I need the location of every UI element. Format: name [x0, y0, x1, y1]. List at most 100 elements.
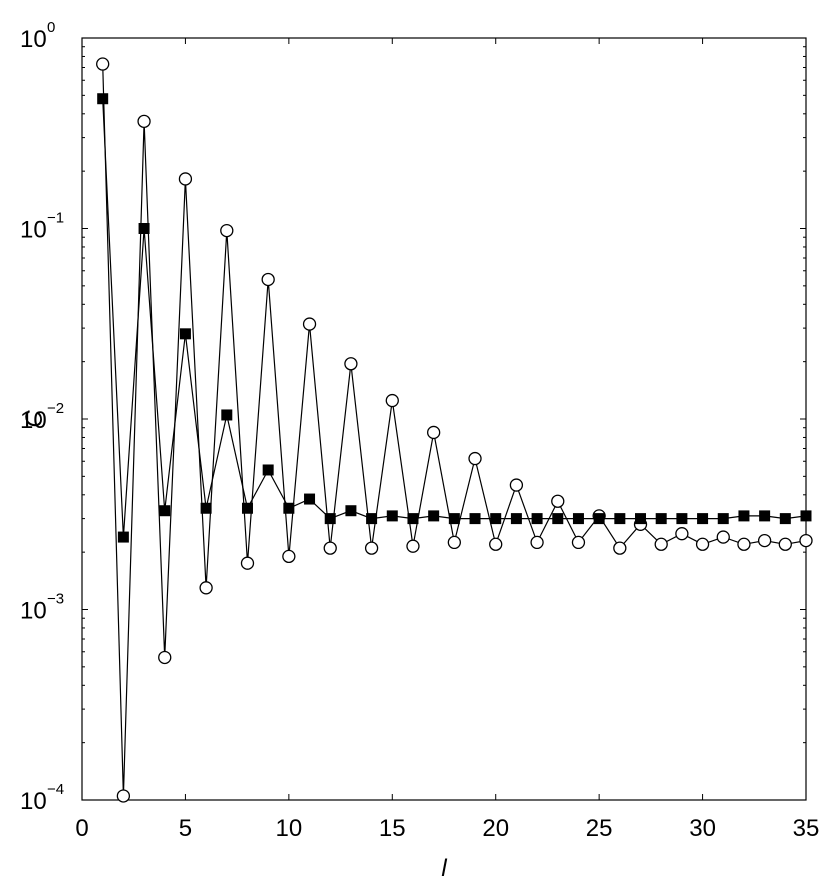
y-tick-base: 10	[20, 26, 47, 53]
data-point-circle	[240, 556, 255, 570]
y-tick-label: 10 −1	[20, 210, 64, 244]
x-tick-label: 25	[586, 815, 613, 842]
data-point-circle	[302, 317, 317, 331]
data-point-square	[531, 513, 543, 525]
y-tick-label: 10 −2	[20, 400, 64, 434]
data-point-circle	[220, 223, 234, 238]
series-line-1	[102, 98, 807, 538]
data-point-circle	[447, 535, 461, 550]
tick-marks	[81, 37, 807, 801]
series-lines	[102, 63, 807, 797]
data-point-circle	[757, 533, 772, 548]
data-point-square	[510, 513, 522, 525]
data-point-circle	[364, 541, 379, 555]
data-point-circle	[509, 478, 524, 492]
data-point-square	[221, 409, 233, 421]
data-point-circle	[323, 541, 337, 555]
data-point-circle	[427, 425, 441, 440]
data-point-circle	[695, 537, 710, 551]
data-point-circle	[675, 527, 689, 541]
data-point-square	[759, 510, 771, 522]
series-markers	[96, 57, 813, 803]
data-point-square	[614, 513, 626, 525]
y-tick-base: 10	[20, 598, 47, 625]
data-point-square	[469, 513, 481, 525]
data-point-square	[635, 513, 647, 525]
data-point-square	[283, 502, 295, 514]
data-point-square	[738, 510, 750, 522]
data-point-square	[97, 93, 109, 105]
data-point-circle	[716, 530, 730, 544]
x-tick-labels: 0 5 10 15 20 25 30 35	[75, 815, 819, 842]
data-point-square	[676, 513, 688, 525]
data-point-square	[428, 510, 440, 522]
y-tick-label: 10 −4	[20, 781, 64, 815]
data-point-square	[593, 513, 605, 525]
x-tick-label: 5	[179, 815, 192, 842]
y-tick-base: 10	[20, 788, 47, 815]
data-point-circle	[178, 172, 193, 186]
y-axis-label: C	[21, 410, 48, 428]
data-point-square	[779, 513, 791, 525]
y-tick-exponent: −3	[47, 591, 64, 608]
y-tick-label: 10 −3	[20, 591, 64, 625]
data-point-square	[262, 464, 274, 476]
data-point-square	[138, 223, 150, 234]
data-point-square	[200, 502, 212, 514]
plot-frame	[81, 37, 807, 801]
data-point-circle	[468, 451, 482, 466]
data-point-square	[386, 510, 398, 522]
data-point-circle	[489, 537, 503, 551]
x-tick-label: 15	[379, 815, 406, 842]
y-tick-exponent: −2	[47, 400, 64, 417]
x-tick-label: 0	[75, 815, 88, 842]
data-point-circle	[199, 581, 213, 595]
y-tick-exponent: 0	[47, 19, 55, 36]
data-point-circle	[137, 114, 151, 129]
data-point-square	[552, 513, 564, 525]
data-point-circle	[96, 57, 110, 71]
data-point-square	[717, 513, 729, 525]
data-point-square	[800, 510, 812, 522]
data-point-square	[407, 513, 419, 525]
data-point-circle	[158, 650, 172, 665]
series-line-0	[102, 63, 807, 797]
data-point-circle	[654, 537, 668, 551]
data-point-square	[304, 493, 316, 505]
data-point-circle	[613, 541, 627, 555]
data-point-circle	[116, 789, 131, 803]
data-point-square	[324, 513, 336, 525]
x-tick-label: 10	[276, 815, 303, 842]
x-tick-label: 20	[482, 815, 509, 842]
data-point-square	[345, 505, 357, 517]
data-point-circle	[261, 272, 275, 287]
x-tick-label: 30	[689, 815, 716, 842]
data-point-square	[697, 513, 709, 525]
y-tick-base: 10	[20, 407, 47, 434]
data-point-circle	[406, 539, 420, 553]
data-point-square	[572, 513, 584, 525]
data-point-circle	[385, 393, 399, 408]
data-point-circle	[344, 357, 358, 371]
x-tick-label: 35	[793, 815, 820, 842]
y-tick-exponent: −1	[47, 210, 64, 227]
data-point-square	[490, 513, 502, 525]
data-point-square	[366, 513, 378, 525]
data-point-circle	[530, 535, 544, 550]
data-point-circle	[282, 549, 296, 564]
data-point-square	[159, 505, 171, 517]
data-point-circle	[571, 535, 586, 550]
y-tick-exponent: −4	[47, 781, 64, 798]
data-point-circle	[799, 533, 813, 548]
data-point-square	[241, 502, 253, 514]
data-point-square	[179, 328, 191, 340]
x-axis-label: l	[441, 855, 447, 882]
y-tick-label: 10 0	[20, 19, 55, 53]
data-point-square	[117, 531, 129, 543]
data-point-circle	[551, 494, 565, 508]
data-point-circle	[737, 537, 751, 551]
y-tick-base: 10	[20, 217, 47, 244]
data-point-square	[655, 513, 667, 525]
